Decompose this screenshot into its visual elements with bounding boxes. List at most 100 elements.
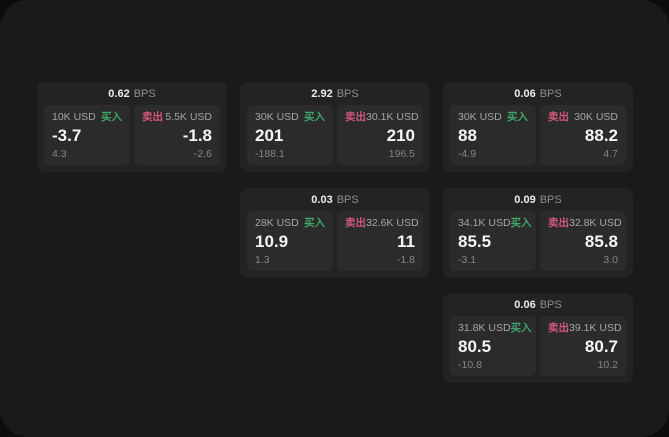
sell-panel[interactable]: 卖出 32.8K USD 85.8 3.0 — [540, 211, 626, 271]
buy-delta: -4.9 — [458, 147, 477, 160]
quote-card: 2.92 BPS 30K USD 买入 201 -188.1 卖出 30.1K … — [240, 82, 430, 172]
quote-card-body: 28K USD 买入 10.9 1.3 卖出 32.6K USD 11 -1.8 — [247, 211, 423, 271]
sell-label: 卖出 — [548, 111, 569, 123]
buy-panel-header: 30K USD 买入 — [255, 112, 325, 123]
buy-size-label: 30K USD — [458, 111, 502, 123]
quote-card: 0.62 BPS 10K USD 买入 -3.7 4.3 卖出 5.5K USD… — [37, 82, 227, 172]
buy-panel-header: 10K USD 买入 — [52, 112, 122, 123]
sell-size-label: 32.8K USD — [569, 217, 622, 229]
bps-spread-value: 2.92 — [311, 87, 333, 100]
quote-card-body: 34.1K USD 买入 85.5 -3.1 卖出 32.8K USD 85.8… — [450, 211, 626, 271]
buy-panel-header: 30K USD 买入 — [458, 112, 528, 123]
quote-card-body: 30K USD 买入 201 -188.1 卖出 30.1K USD 210 1… — [247, 105, 423, 165]
sell-size-label: 5.5K USD — [165, 111, 212, 123]
quote-card: 0.06 BPS 31.8K USD 买入 80.5 -10.8 卖出 39.1… — [443, 293, 633, 383]
buy-panel-header: 31.8K USD 买入 — [458, 322, 532, 334]
buy-label: 买入 — [101, 111, 122, 123]
sell-panel[interactable]: 卖出 5.5K USD -1.8 -2.6 — [134, 105, 220, 165]
sell-price: 88.2 — [584, 126, 618, 145]
buy-price: 80.5 — [458, 337, 492, 356]
buy-size-label: 30K USD — [255, 111, 299, 123]
buy-price: 88 — [458, 126, 477, 145]
sell-panel-header: 卖出 30K USD — [548, 112, 618, 123]
sell-label: 卖出 — [548, 322, 569, 334]
bps-unit-label: BPS — [336, 87, 359, 100]
sell-size-label: 32.6K USD — [366, 217, 419, 229]
buy-label: 买入 — [507, 111, 528, 123]
sell-size-label: 39.1K USD — [569, 322, 622, 334]
buy-panel-header: 28K USD 买入 — [255, 218, 325, 229]
bps-spread-value: 0.62 — [108, 87, 130, 100]
buy-label: 买入 — [510, 322, 532, 334]
buy-panel[interactable]: 31.8K USD 买入 80.5 -10.8 — [450, 316, 536, 376]
buy-size-label: 10K USD — [52, 111, 96, 123]
quote-card: 0.09 BPS 34.1K USD 买入 85.5 -3.1 卖出 32.8K… — [443, 188, 633, 278]
bps-spread: 0.03 BPS — [240, 188, 430, 211]
sell-panel-header: 卖出 30.1K USD — [345, 111, 419, 123]
buy-size-label: 34.1K USD — [458, 217, 511, 229]
sell-size-label: 30K USD — [574, 111, 618, 123]
quote-card: 0.03 BPS 28K USD 买入 10.9 1.3 卖出 32.6K US… — [240, 188, 430, 278]
bps-spread-value: 0.06 — [514, 298, 536, 311]
quote-card-body: 10K USD 买入 -3.7 4.3 卖出 5.5K USD -1.8 -2.… — [44, 105, 220, 165]
sell-label: 卖出 — [548, 217, 569, 229]
buy-label: 买入 — [304, 111, 325, 123]
sell-panel[interactable]: 卖出 39.1K USD 80.7 10.2 — [540, 316, 626, 376]
buy-panel[interactable]: 30K USD 买入 88 -4.9 — [450, 105, 536, 165]
sell-price: 80.7 — [584, 337, 618, 356]
buy-size-label: 31.8K USD — [458, 322, 511, 334]
bps-unit-label: BPS — [539, 87, 562, 100]
sell-panel-header: 卖出 32.8K USD — [548, 217, 622, 229]
bps-unit-label: BPS — [539, 298, 562, 311]
sell-label: 卖出 — [345, 111, 366, 123]
buy-delta: -3.1 — [458, 253, 477, 266]
sell-panel[interactable]: 卖出 30.1K USD 210 196.5 — [337, 105, 423, 165]
sell-delta: -1.8 — [396, 253, 415, 266]
bps-spread: 0.06 BPS — [443, 293, 633, 316]
bps-spread: 0.62 BPS — [37, 82, 227, 105]
buy-panel[interactable]: 10K USD 买入 -3.7 4.3 — [44, 105, 130, 165]
buy-size-label: 28K USD — [255, 217, 299, 229]
buy-price: 201 — [255, 126, 284, 145]
buy-panel[interactable]: 30K USD 买入 201 -188.1 — [247, 105, 333, 165]
quote-card-body: 31.8K USD 买入 80.5 -10.8 卖出 39.1K USD 80.… — [450, 316, 626, 376]
quote-card-body: 30K USD 买入 88 -4.9 卖出 30K USD 88.2 4.7 — [450, 105, 626, 165]
bps-spread: 2.92 BPS — [240, 82, 430, 105]
sell-label: 卖出 — [142, 111, 163, 123]
buy-price: -3.7 — [52, 126, 82, 145]
buy-delta: -10.8 — [458, 358, 482, 371]
buy-panel[interactable]: 34.1K USD 买入 85.5 -3.1 — [450, 211, 536, 271]
buy-delta: 4.3 — [52, 147, 67, 160]
sell-panel-header: 卖出 32.6K USD — [345, 217, 419, 229]
sell-price: 11 — [397, 232, 415, 251]
sell-delta: 3.0 — [603, 253, 618, 266]
bps-spread-value: 0.09 — [514, 193, 536, 206]
buy-panel[interactable]: 28K USD 买入 10.9 1.3 — [247, 211, 333, 271]
sell-panel[interactable]: 卖出 30K USD 88.2 4.7 — [540, 105, 626, 165]
sell-panel-header: 卖出 39.1K USD — [548, 322, 622, 334]
buy-label: 买入 — [304, 217, 325, 229]
buy-label: 买入 — [510, 217, 532, 229]
buy-price: 85.5 — [458, 232, 492, 251]
sell-price: 210 — [386, 126, 415, 145]
sell-panel[interactable]: 卖出 32.6K USD 11 -1.8 — [337, 211, 423, 271]
buy-delta: 1.3 — [255, 253, 270, 266]
sell-label: 卖出 — [345, 217, 366, 229]
bps-spread: 0.09 BPS — [443, 188, 633, 211]
bps-unit-label: BPS — [133, 87, 156, 100]
sell-delta: 4.7 — [603, 147, 618, 160]
sell-delta: -2.6 — [193, 147, 212, 160]
buy-delta: -188.1 — [255, 147, 285, 160]
bps-unit-label: BPS — [336, 193, 359, 206]
sell-panel-header: 卖出 5.5K USD — [142, 112, 212, 123]
bps-spread: 0.06 BPS — [443, 82, 633, 105]
sell-size-label: 30.1K USD — [366, 111, 419, 123]
bps-spread-value: 0.03 — [311, 193, 333, 206]
quote-card: 0.06 BPS 30K USD 买入 88 -4.9 卖出 30K USD 8… — [443, 82, 633, 172]
bps-unit-label: BPS — [539, 193, 562, 206]
buy-price: 10.9 — [255, 232, 289, 251]
sell-delta: 10.2 — [597, 358, 618, 371]
buy-panel-header: 34.1K USD 买入 — [458, 217, 532, 229]
sell-delta: 196.5 — [388, 147, 415, 160]
